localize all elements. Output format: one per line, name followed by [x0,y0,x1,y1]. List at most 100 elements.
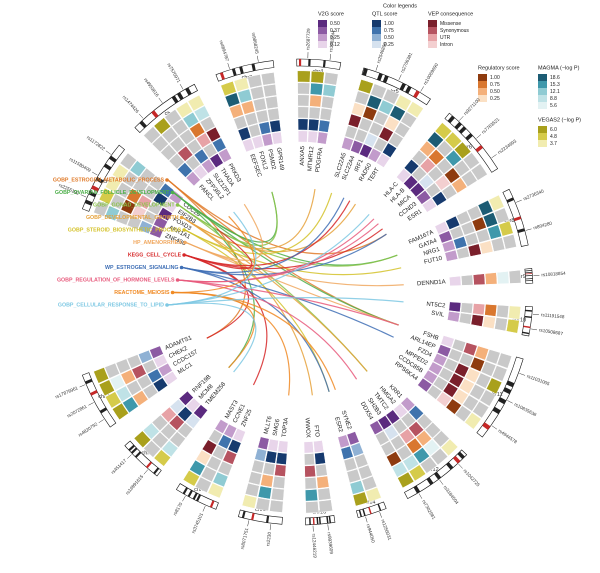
heatmap-cell [217,460,233,477]
heatmap-cell [453,141,472,160]
snp-tick [439,479,444,485]
heatmap-cell [417,377,433,393]
heatmap-cell [490,237,506,252]
chromosome-band [192,492,198,500]
chromosome-band [482,422,491,430]
legend-label: 0.75 [490,82,500,88]
heatmap-cell [143,440,161,458]
heatmap-cell [152,377,169,393]
pathway-label: GOBP_GONAD_DEVELOPMENT [93,202,175,208]
heatmap-cell [467,243,482,257]
heatmap-cell [441,239,456,253]
heatmap-cell [350,442,364,457]
heatmap-cell [448,301,462,313]
heatmap-cell [354,128,369,144]
heatmap-cell [454,362,470,378]
snp-label: rs4953616 [143,77,160,98]
heatmap-cell [508,305,521,320]
heatmap-cell [475,228,491,243]
heatmap-cell [411,149,428,166]
heatmap-cell [469,383,486,401]
heatmap-cell [189,122,206,139]
heatmap-cell [440,438,459,457]
chromosome-band [513,216,522,222]
heatmap-cell [297,106,309,119]
gene-label: DENND1A [417,279,446,287]
heatmap-cell [193,164,208,180]
legend-label: 1.00 [384,21,394,27]
heatmap-cell [393,403,409,419]
pathway-link [167,213,370,306]
heatmap-cell [185,171,201,187]
heatmap-cell [390,434,406,451]
heatmap-cell [322,83,337,98]
heatmap-cell [209,153,224,169]
gene-label: FUT10 [424,256,444,266]
chromosome-band [377,503,382,511]
snp-label: rs11191548 [541,312,565,319]
heatmap-cell [419,456,438,474]
heatmap-cell [161,126,179,144]
heatmap-cell [445,149,463,167]
heatmap-cell [349,480,365,495]
gene-label: NT5C2 [426,302,446,310]
heatmap-cell [444,131,463,150]
heatmap-cell [428,148,445,166]
legend-title: Color legends [383,3,417,9]
pathway-link [184,228,253,270]
heatmap-cell [367,147,382,163]
heatmap-cell [255,497,271,512]
chromosome-band [128,444,135,452]
heatmap-cell [464,412,482,430]
heatmap-cell [115,358,131,374]
chromosome-band [171,95,179,104]
chromosome-band [176,92,184,101]
heatmap-cell [233,115,248,130]
heatmap-cell [205,126,222,143]
heatmap-cell [164,109,182,127]
heatmap-cell [200,466,217,483]
heatmap-cell [171,118,189,136]
pathway-node [165,303,169,307]
heatmap-cell [304,453,315,466]
heatmap-cell [389,105,406,122]
heatmap-cell [460,302,474,314]
heatmap-cell [365,486,382,503]
snp-label: rs2706381 [400,51,414,73]
legend-scale-title: Regulatory score [478,65,520,71]
heatmap-cell [250,85,265,100]
legend-label: 0.25 [330,35,340,41]
heatmap-cell [111,163,129,182]
chromosome-band [368,507,372,515]
heatmap-cell [93,200,110,217]
heatmap-cell [434,174,451,191]
heatmap-cell [308,106,321,120]
heatmap-cell [126,215,142,230]
heatmap-cell [199,116,216,132]
heatmap-cell [189,459,206,477]
heatmap-cell [120,199,137,215]
snp-label: rs1256031 [380,519,392,542]
chromosome-band [151,110,159,119]
heatmap-cell [160,144,177,161]
heatmap-cell [297,130,308,143]
chromosome-band [326,516,329,524]
heatmap-cell [270,487,285,501]
heatmap-cell [427,166,444,182]
heatmap-cell [391,461,409,478]
heatmap-cell [153,215,168,230]
chromosome-band [266,515,270,523]
legend-swatch [478,74,487,81]
snp-label: rs11580409 [69,157,93,174]
snp-label: rs804280 [533,220,553,230]
heatmap-cell [502,234,517,250]
snp-label: rs10069690 [422,62,439,86]
heatmap-cell [168,153,185,170]
chromosome-band [153,467,160,475]
chromosome-band [447,115,455,124]
legend-swatch [428,34,437,41]
heatmap-cell [142,422,160,440]
heatmap-cell [462,394,479,412]
heatmap-cell [382,88,400,105]
heatmap-cell [227,438,242,454]
